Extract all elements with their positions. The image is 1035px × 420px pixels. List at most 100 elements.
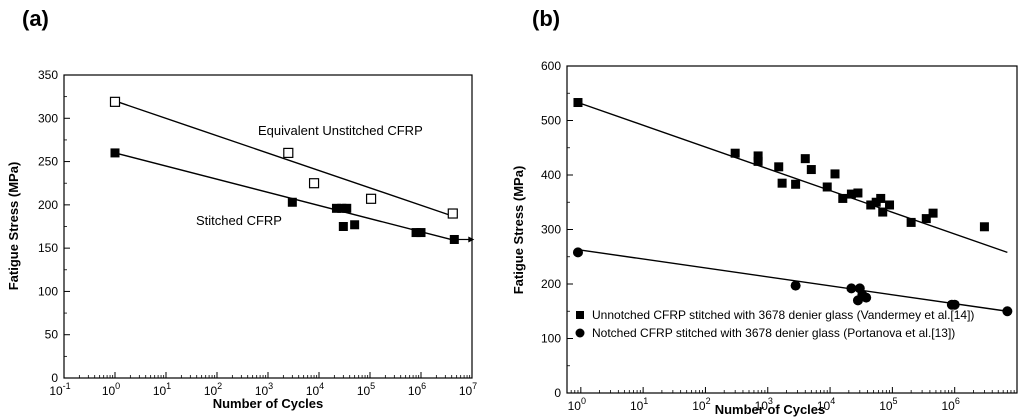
- legend-label-unnotched: Unnotched CFRP stitched with 3678 denier…: [592, 308, 974, 322]
- data-point-open-square: [111, 97, 120, 106]
- data-point-filled-square: [342, 204, 351, 213]
- data-point-filled-circle: [1002, 306, 1012, 316]
- x-tick-label: 102: [692, 396, 710, 413]
- data-point-filled-square: [417, 228, 426, 237]
- y-tick-label: 200: [38, 198, 58, 212]
- x-tick-exponent: 7: [472, 381, 477, 391]
- x-tick-exponent: 5: [893, 396, 898, 406]
- annotation-unstitched: Equivalent Unstitched CFRP: [258, 123, 423, 138]
- x-tick-label: 101: [630, 396, 648, 413]
- y-tick-label: 400: [541, 168, 561, 182]
- x-tick-exponent: 6: [955, 396, 960, 406]
- x-tick-exponent: 4: [830, 396, 835, 406]
- data-point-filled-square: [288, 198, 297, 207]
- y-axis-title-a: Fatigue Stress (MPa): [6, 162, 21, 291]
- x-tick-exponent: 6: [421, 381, 426, 391]
- data-point-filled-square: [807, 165, 816, 174]
- data-point-filled-circle: [573, 247, 583, 257]
- x-tick-label: 107: [459, 381, 477, 398]
- y-tick-label: 350: [38, 68, 58, 82]
- x-tick-exponent: 1: [166, 381, 171, 391]
- y-tick-label: 250: [38, 155, 58, 169]
- legend-marker-circle: [576, 329, 585, 338]
- fit-line-a-1: [115, 153, 454, 240]
- data-point-open-square: [448, 209, 457, 218]
- data-point-filled-square: [778, 179, 787, 188]
- panel-label-a: (a): [22, 6, 49, 31]
- x-tick-label: 100: [102, 381, 120, 398]
- x-tick-label: 101: [153, 381, 171, 398]
- x-tick-exponent: -1: [63, 381, 71, 391]
- y-tick-label: 100: [38, 284, 58, 298]
- x-tick-exponent: 3: [268, 381, 273, 391]
- legend-b: Unnotched CFRP stitched with 3678 denier…: [576, 308, 975, 340]
- x-tick-exponent: 1: [643, 396, 648, 406]
- data-point-open-square: [310, 179, 319, 188]
- y-tick-label: 500: [541, 114, 561, 128]
- data-point-filled-square: [339, 222, 348, 231]
- x-tick-label: 100: [568, 396, 586, 413]
- data-point-filled-square: [885, 200, 894, 209]
- data-point-filled-square: [853, 188, 862, 197]
- data-point-filled-square: [573, 98, 582, 107]
- fit-lines-b: [578, 103, 1007, 312]
- panel-label-b: (b): [532, 6, 560, 31]
- annotation-stitched: Stitched CFRP: [196, 213, 282, 228]
- data-point-filled-square: [731, 149, 740, 158]
- fit-line-b-1: [578, 250, 1007, 312]
- y-axis-title-b: Fatigue Stress (MPa): [511, 166, 526, 295]
- data-point-filled-square: [929, 209, 938, 218]
- chart-panel-a: (a) 10-1 100 101 102 103 104 105 106 10705010015…: [6, 6, 477, 411]
- x-tick-label: 105: [879, 396, 897, 413]
- data-point-filled-square: [907, 218, 916, 227]
- data-point-filled-square: [831, 169, 840, 178]
- y-tick-label: 100: [541, 332, 561, 346]
- y-tick-label: 200: [541, 277, 561, 291]
- legend-marker-square: [576, 311, 584, 319]
- x-tick-exponent: 2: [217, 381, 222, 391]
- x-tick-exponent: 4: [319, 381, 324, 391]
- data-point-open-square: [367, 194, 376, 203]
- y-tick-label: 600: [541, 59, 561, 73]
- data-point-filled-square: [876, 194, 885, 203]
- x-tick-label: 105: [357, 381, 375, 398]
- data-point-filled-square: [791, 180, 800, 189]
- y-tick-label: 50: [45, 328, 59, 342]
- data-point-open-square: [284, 148, 293, 157]
- runout-arrow-head: [468, 236, 474, 242]
- data-point-filled-square: [801, 154, 810, 163]
- fit-line-b-0: [578, 103, 1007, 253]
- x-tick-exponent: 2: [706, 396, 711, 406]
- y-tick-label: 0: [51, 371, 58, 385]
- data-point-filled-square: [980, 222, 989, 231]
- data-point-filled-circle: [861, 293, 871, 303]
- x-tick-exponent: 0: [581, 396, 586, 406]
- data-point-filled-square: [774, 162, 783, 171]
- data-point-filled-square: [350, 220, 359, 229]
- plot-frame-b: [567, 66, 1017, 393]
- y-tick-label: 300: [541, 223, 561, 237]
- legend-label-notched: Notched CFRP stitched with 3678 denier g…: [592, 326, 955, 340]
- y-tick-label: 300: [38, 111, 58, 125]
- data-points-a: [111, 97, 475, 244]
- data-point-filled-circle: [791, 281, 801, 291]
- chart-panel-b: (b) 100 101 102 103 104 105 106010020030040050…: [511, 6, 1017, 417]
- fit-line-a-0: [115, 101, 453, 216]
- y-tick-label: 0: [554, 386, 561, 400]
- x-tick-label: 106: [942, 396, 960, 413]
- x-tick-exponent: 5: [370, 381, 375, 391]
- fit-lines-a: [115, 101, 454, 240]
- data-point-filled-square: [754, 151, 763, 160]
- x-axis-title-b: Number of Cycles: [715, 402, 826, 417]
- data-point-filled-square: [823, 182, 832, 191]
- x-tick-exponent: 0: [115, 381, 120, 391]
- data-point-filled-square: [111, 148, 120, 157]
- data-point-filled-square: [450, 235, 459, 244]
- axis-ticks-a: 10-1 100 101 102 103 104 105 106 107050100150200…: [38, 68, 477, 398]
- x-tick-label: 106: [408, 381, 426, 398]
- data-points-b: [573, 98, 1012, 316]
- x-axis-title-a: Number of Cycles: [213, 396, 324, 411]
- data-point-filled-square: [838, 194, 847, 203]
